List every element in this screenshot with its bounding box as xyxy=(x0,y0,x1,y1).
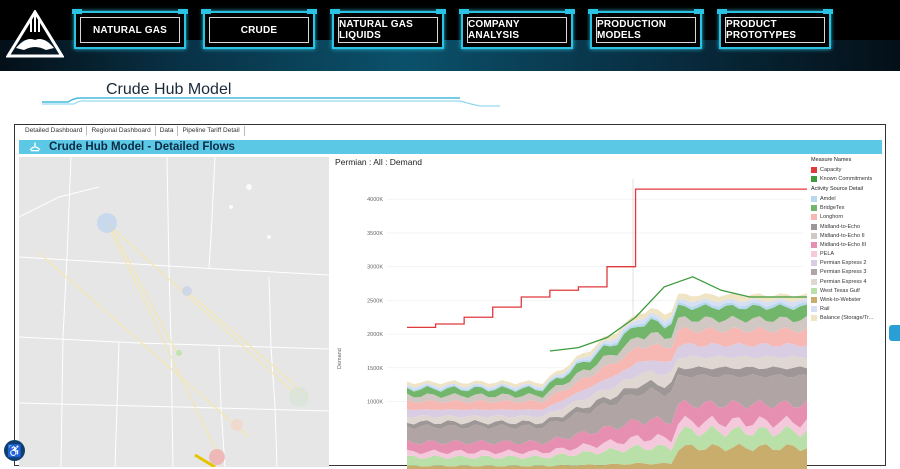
flow-map[interactable] xyxy=(19,157,329,467)
legend-activity-item[interactable]: West Texas Gulf xyxy=(811,286,885,295)
demand-chart[interactable]: Permian : All : Demand 1000K 1500K 2000K 25… xyxy=(333,157,811,467)
y-tick-label: 1000K xyxy=(367,400,383,406)
legend-activity-item[interactable]: Midland-to-Echo III xyxy=(811,240,885,249)
banner-title: Crude Hub Model - Detailed Flows xyxy=(49,140,235,154)
legend-activity-item[interactable]: Longhorn xyxy=(811,213,885,222)
nav-natural-gas[interactable]: NATURAL GAS xyxy=(74,11,186,49)
legend-activity-item[interactable]: Permian Express 3 xyxy=(811,268,885,277)
hub-icon xyxy=(29,142,41,152)
legend-activity-swatch xyxy=(811,288,817,294)
tab-regional-dashboard[interactable]: Regional Dashboard xyxy=(87,126,155,136)
legend-activity-item[interactable]: Balance (Storage/Tr... xyxy=(811,314,885,323)
nav-crude[interactable]: CRUDE xyxy=(203,11,315,49)
legend-measure-title: Measure Names xyxy=(811,157,885,163)
side-widget-icon[interactable] xyxy=(889,325,900,341)
legend-activity-label: West Texas Gulf xyxy=(820,288,860,294)
nav-production-models[interactable]: PRODUCTION MODELS xyxy=(590,11,702,49)
nav-production-models-label: PRODUCTION MODELS xyxy=(596,17,696,43)
chart-title: Permian : All : Demand xyxy=(335,157,422,167)
tab-data[interactable]: Data xyxy=(156,126,179,136)
y-tick-label: 4000K xyxy=(367,197,383,203)
nav-ngl-label: NATURAL GAS LIQUIDS xyxy=(338,17,438,43)
legend-activity-swatch xyxy=(811,196,817,202)
legend-activity-item[interactable]: Wink-to-Webster xyxy=(811,295,885,304)
legend-activity-swatch xyxy=(811,260,817,266)
nav-company-analysis[interactable]: COMPANY ANALYSIS xyxy=(461,11,573,49)
legend-measure-label: Known Commitments xyxy=(820,176,872,182)
nav-product-prototypes-label: PRODUCT PROTOTYPES xyxy=(725,17,825,43)
y-tick-label: 2500K xyxy=(367,298,383,304)
company-logo-icon[interactable] xyxy=(6,10,64,58)
y-tick-label: 3000K xyxy=(367,265,383,271)
legend-measure-item[interactable]: Known Commitments xyxy=(811,174,885,183)
dashboard-frame: Detailed Dashboard Regional Dashboard Da… xyxy=(14,124,886,466)
legend-activity-label: Wink-to-Webster xyxy=(820,297,861,303)
accessibility-icon[interactable]: ♿ xyxy=(4,440,25,461)
legend-measure-swatch xyxy=(811,176,817,182)
y-tick-label: 2000K xyxy=(367,332,383,338)
legend-activity-label: Midland-to-Echo xyxy=(820,224,860,230)
legend-activity-swatch xyxy=(811,315,817,321)
y-tick-label: 3500K xyxy=(367,231,383,237)
legend-activity-swatch xyxy=(811,214,817,220)
dashboard-tabs: Detailed Dashboard Regional Dashboard Da… xyxy=(21,126,245,136)
legend-activity-swatch xyxy=(811,279,817,285)
legend-activity-swatch xyxy=(811,269,817,275)
nav-natural-gas-liquids[interactable]: NATURAL GAS LIQUIDS xyxy=(332,11,444,49)
tab-detailed-dashboard[interactable]: Detailed Dashboard xyxy=(21,126,87,136)
legend-activity-label: Longhorn xyxy=(820,214,843,220)
legend-activity-item[interactable]: BridgeTex xyxy=(811,204,885,213)
legend-activity-label: Permian Express 2 xyxy=(820,260,866,266)
legend-measure-label: Capacity xyxy=(820,167,841,173)
nav-company-analysis-label: COMPANY ANALYSIS xyxy=(467,17,567,43)
title-underline-decoration xyxy=(40,92,502,112)
legend-measure-swatch xyxy=(811,167,817,173)
legend-activity-item[interactable]: PELA xyxy=(811,250,885,259)
y-tick-label: 1500K xyxy=(367,366,383,372)
dashboard-banner: Crude Hub Model - Detailed Flows xyxy=(19,140,882,154)
legend-activity-item[interactable]: Amdel xyxy=(811,194,885,203)
chart-plot: 1000K 1500K 2000K 2500K 3000K 3500K 4000K Deman… xyxy=(333,169,811,469)
legend-activity-swatch xyxy=(811,306,817,312)
legend-activity-title: Activity Source Detail xyxy=(811,186,885,192)
legend-activity-label: Amdel xyxy=(820,196,836,202)
legend-activities: Amdel BridgeTex Longhorn Midland-to-Echo Mid… xyxy=(811,194,885,323)
legend-activity-swatch xyxy=(811,251,817,257)
legend-activity-swatch xyxy=(811,205,817,211)
legend-activity-swatch xyxy=(811,233,817,239)
tab-pipeline-tariff-detail[interactable]: Pipeline Tariff Detail xyxy=(178,126,244,136)
legend-activity-item[interactable]: Permian Express 2 xyxy=(811,259,885,268)
legend-activity-item[interactable]: Midland-to-Echo II xyxy=(811,231,885,240)
legend-activity-label: Rail xyxy=(820,306,829,312)
legend-activity-label: BridgeTex xyxy=(820,205,844,211)
legend-measures: Capacity Known Commitments xyxy=(811,165,885,183)
legend-activity-swatch xyxy=(811,242,817,248)
legend-activity-label: Balance (Storage/Tr... xyxy=(820,315,873,321)
legend-measure-item[interactable]: Capacity xyxy=(811,165,885,174)
legend-activity-label: PELA xyxy=(820,251,834,257)
site-header: NATURAL GAS CRUDE NATURAL GAS LIQUIDS CO… xyxy=(0,0,900,71)
legend-activity-label: Permian Express 3 xyxy=(820,269,866,275)
legend-activity-label: Permian Express 4 xyxy=(820,279,866,285)
nav-natural-gas-label: NATURAL GAS xyxy=(80,17,180,43)
nav-crude-label: CRUDE xyxy=(209,17,309,43)
nav-product-prototypes[interactable]: PRODUCT PROTOTYPES xyxy=(719,11,831,49)
legend-activity-swatch xyxy=(811,224,817,230)
legend-activity-item[interactable]: Rail xyxy=(811,305,885,314)
legend-activity-item[interactable]: Midland-to-Echo xyxy=(811,222,885,231)
legend-activity-label: Midland-to-Echo II xyxy=(820,233,865,239)
legend-activity-swatch xyxy=(811,297,817,303)
y-axis-label: Demand xyxy=(337,348,343,369)
legend-activity-label: Midland-to-Echo III xyxy=(820,242,866,248)
legend-activity-item[interactable]: Permian Express 4 xyxy=(811,277,885,286)
